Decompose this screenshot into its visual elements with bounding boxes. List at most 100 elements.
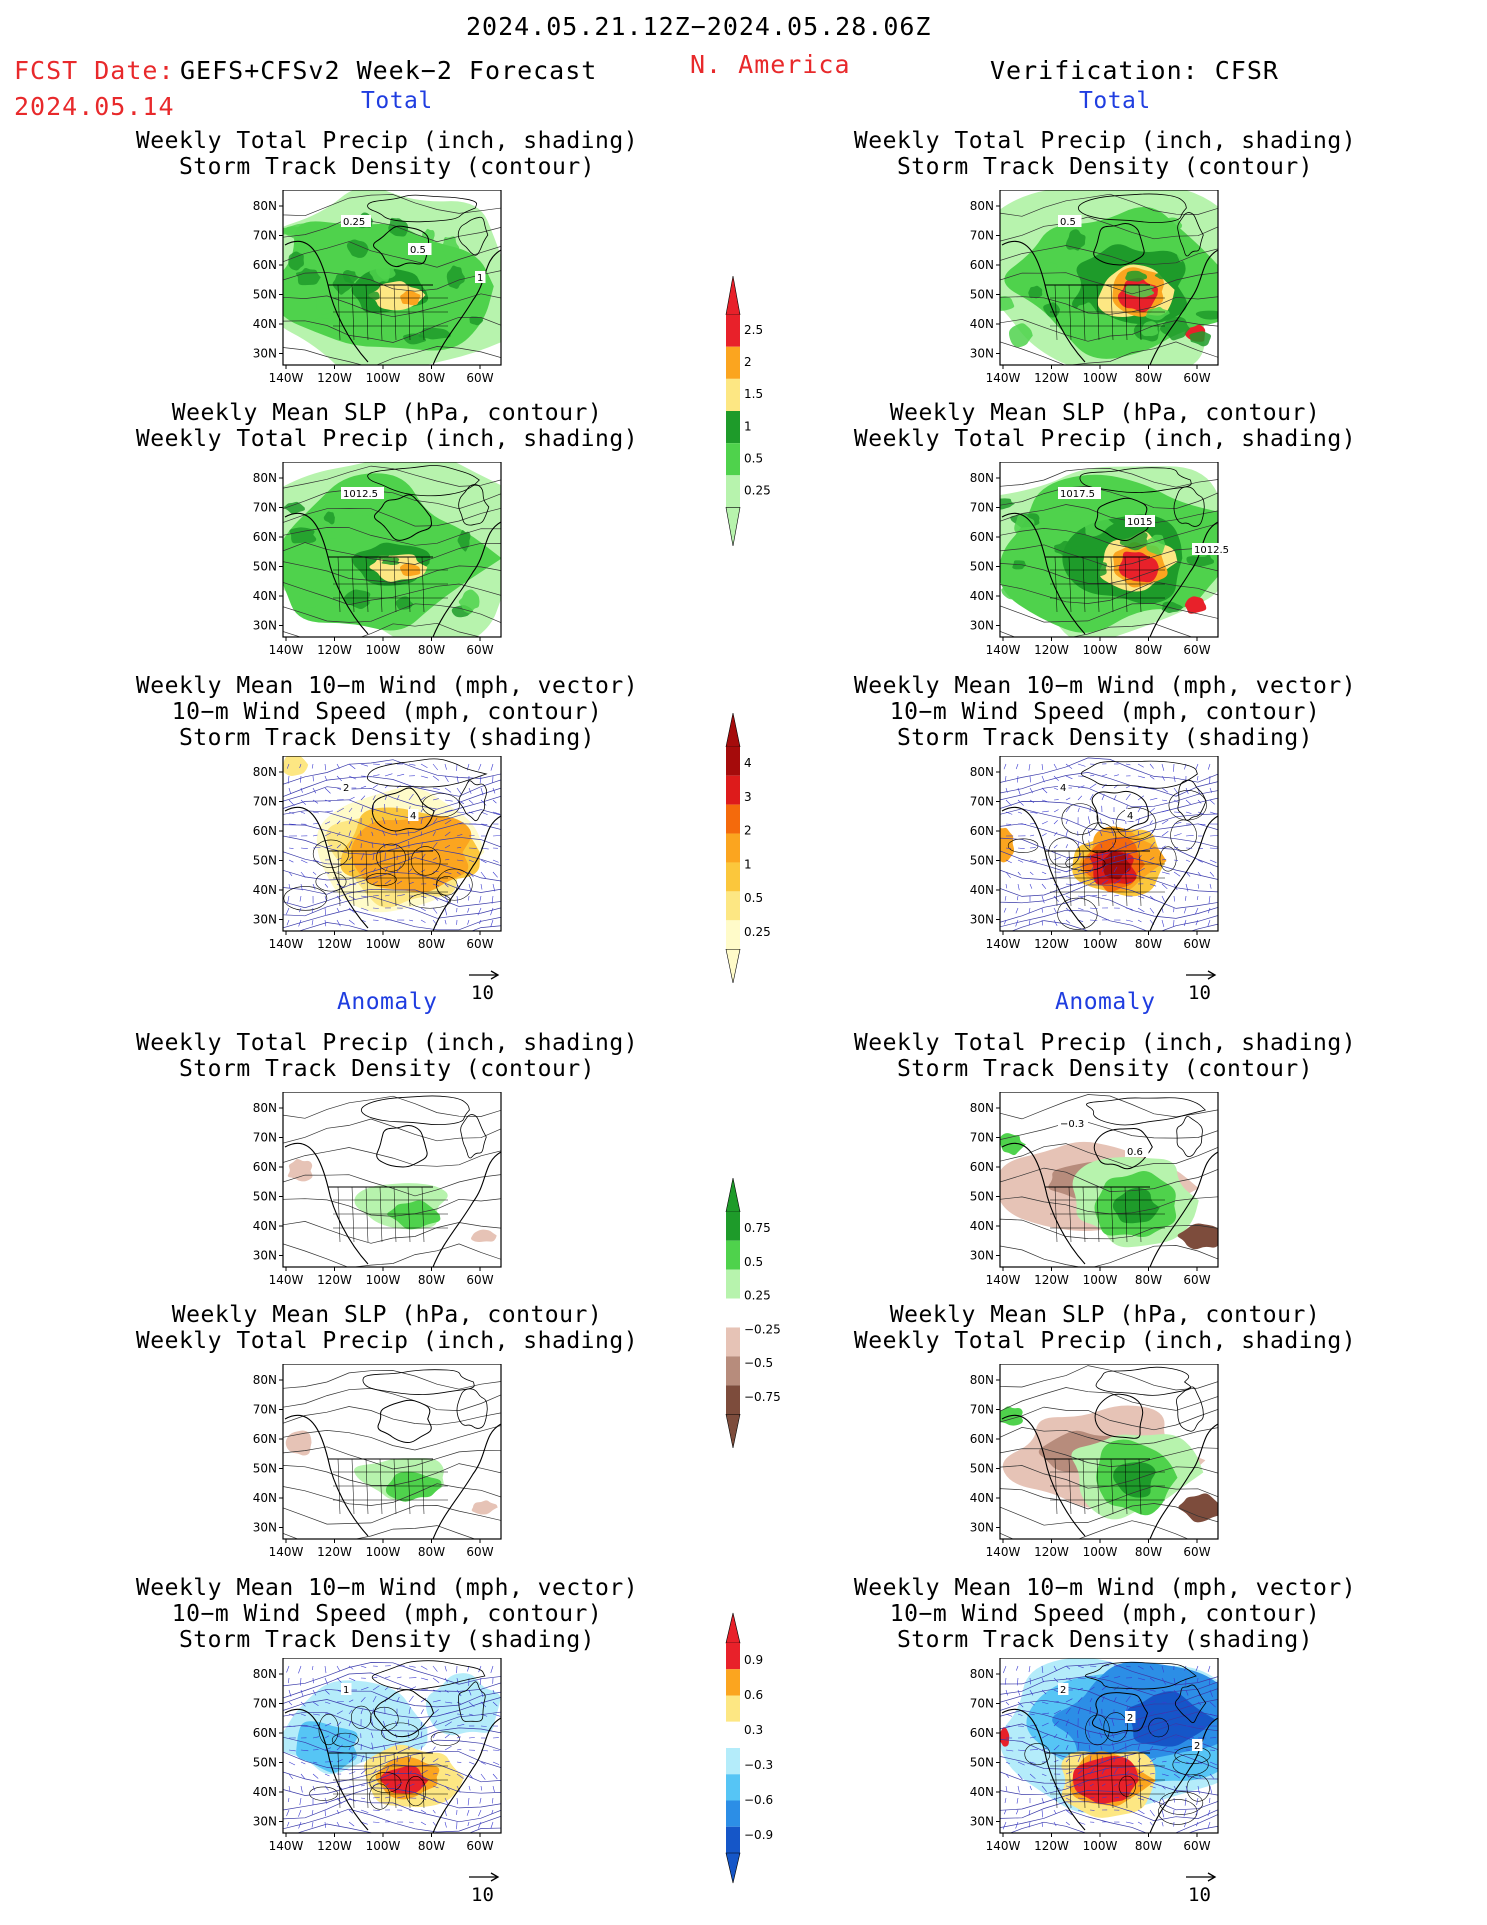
wind-vector	[1015, 907, 1019, 914]
wind-vector	[468, 883, 472, 892]
wind-vector	[312, 1689, 317, 1696]
shade-region	[385, 1471, 442, 1502]
contour-line	[1065, 856, 1106, 871]
contour-line	[283, 1505, 501, 1525]
map-group: 2 4 80N 70N 60N 50N 40N 30N 140W 120W 100W 80W 60W	[253, 756, 502, 951]
contour-line	[283, 561, 501, 583]
wind-vector	[432, 775, 440, 781]
wind-vector	[286, 1665, 290, 1673]
contour-line	[283, 1463, 501, 1486]
wind-vector	[360, 795, 366, 801]
contour-label: 0.5	[410, 245, 426, 256]
wind-vector	[299, 907, 302, 913]
wind-vector	[312, 1785, 316, 1791]
wind-vector	[1112, 842, 1115, 849]
lat-label: 40N	[970, 883, 994, 897]
wind-vector	[1197, 883, 1200, 889]
wind-vector	[1207, 907, 1211, 914]
lon-label: 120W	[317, 643, 352, 657]
contour-line	[283, 1750, 501, 1771]
wind-vector	[456, 1821, 458, 1830]
state-line	[379, 1752, 383, 1809]
contour-line	[1115, 807, 1157, 840]
wind-vector	[1077, 785, 1085, 789]
wind-vector	[444, 1734, 450, 1739]
section-total-right: Total	[1079, 88, 1151, 114]
lat-label: 40N	[970, 317, 994, 331]
lon-label: 100W	[366, 371, 401, 385]
arrow-icon	[1186, 1872, 1217, 1882]
colorbar-label: 0.25	[744, 484, 771, 498]
wind-vector	[395, 1742, 398, 1751]
map-group: 0.5 80N 70N 60N 50N 40N 30N 140W 120W 100W 80W 60W	[970, 190, 1219, 385]
wind-vector	[396, 1796, 405, 1799]
wind-vector	[1005, 883, 1008, 889]
wind-vector	[490, 907, 494, 916]
contour-line	[283, 1174, 501, 1197]
shade-region	[471, 1229, 497, 1242]
wind-vector	[372, 852, 375, 861]
shade-region	[1056, 500, 1083, 512]
lat-label: 50N	[970, 288, 994, 302]
lat-label: 60N	[970, 258, 994, 272]
wind-vector	[372, 881, 378, 885]
wind-vector	[432, 883, 440, 887]
map-obs-precip-total: 0.5 80N 70N 60N 50N 40N 30N 140W 120W 100W 80W 60W	[970, 190, 1219, 385]
wind-vector	[492, 787, 496, 794]
wind-vector	[1005, 859, 1012, 864]
wind-vector	[444, 1721, 452, 1727]
wind-vector	[492, 871, 498, 878]
colorbar-swatch	[726, 314, 740, 347]
wind-vector	[348, 841, 353, 849]
contour-line	[1000, 468, 1218, 488]
wind-vector	[360, 1709, 363, 1715]
wind-vector	[1137, 1797, 1145, 1801]
panel-title: Weekly Mean SLP (hPa, contour) Weekly Tot…	[853, 1302, 1357, 1354]
wind-vector	[1029, 1701, 1035, 1706]
wind-vector	[1065, 856, 1070, 861]
wind-vector	[336, 1821, 340, 1827]
wind-vector	[1101, 1783, 1106, 1787]
colorbar-label: 2	[744, 824, 752, 838]
wind-vector	[324, 1689, 330, 1695]
arctic-islands-outline	[1077, 193, 1187, 224]
lon-label: 140W	[986, 1273, 1021, 1287]
wind-vector	[1137, 919, 1142, 923]
map-obs-slp-anom: 80N 70N 60N 50N 40N 30N 140W 120W 100W 80W 60W	[970, 1364, 1219, 1559]
wind-vector	[1209, 1701, 1216, 1708]
map-group: 1 80N 70N 60N 50N 40N 30N 140W 120W 100W 80W 60W	[253, 1658, 502, 1853]
wind-vector	[1209, 871, 1215, 877]
wind-vector	[1077, 1665, 1084, 1669]
wind-vector	[288, 799, 295, 806]
wind-vector	[1016, 1797, 1019, 1804]
contour-line	[1000, 623, 1193, 637]
state-line	[351, 1752, 355, 1809]
shade-region	[346, 239, 369, 258]
wind-vector	[288, 811, 295, 815]
wind-vector	[1041, 1773, 1047, 1777]
wind-vector	[348, 1771, 356, 1775]
contour-line	[283, 1406, 501, 1426]
shade-region	[1186, 554, 1215, 567]
wind-vector	[420, 1770, 428, 1775]
hudson-bay-outline	[373, 494, 432, 541]
wind-vector	[432, 1746, 436, 1751]
shade-region	[1009, 323, 1033, 348]
wind-vector	[1161, 858, 1167, 861]
wind-vector	[312, 823, 319, 825]
wind-vector	[408, 1809, 414, 1812]
wind-vector	[432, 1677, 440, 1683]
contour-line	[1159, 846, 1177, 872]
shade-region	[399, 519, 420, 537]
state-line	[1068, 1186, 1072, 1243]
period-title: 2024.05.21.12Z−2024.05.28.06Z	[466, 12, 932, 41]
wind-vector	[1111, 1732, 1115, 1739]
contour-line	[283, 582, 501, 606]
wind-vector	[444, 1701, 453, 1704]
wind-vector	[408, 1783, 415, 1787]
wind-vector	[1161, 787, 1169, 793]
wind-vector	[1089, 854, 1092, 861]
state-line	[393, 850, 397, 907]
wind-vector	[1101, 1767, 1106, 1775]
wind-vector	[420, 1745, 423, 1751]
